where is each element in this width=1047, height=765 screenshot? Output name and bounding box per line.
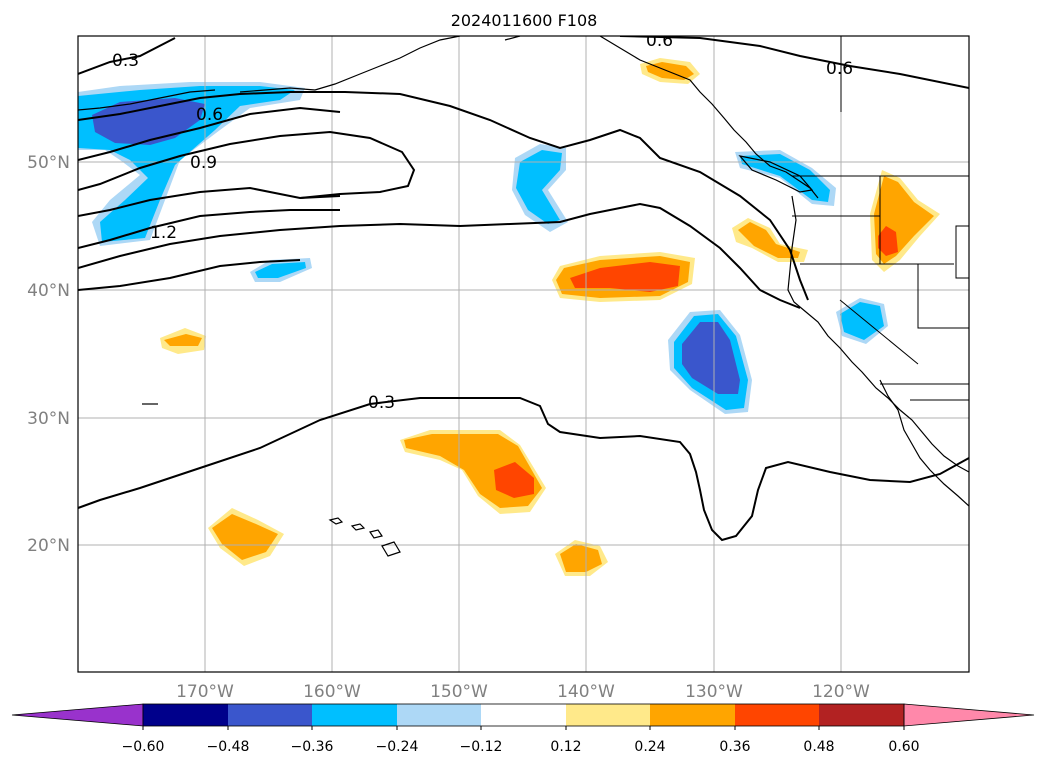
shaded-anomalies — [78, 58, 940, 576]
anomaly-orange-36n-core — [164, 334, 202, 346]
colorbar-tick-label: −0.48 — [207, 739, 250, 755]
colorbar-segment — [735, 704, 819, 726]
colorbar-segment — [650, 704, 735, 726]
colorbar: −0.60 −0.48 −0.36 −0.24 −0.12 0.12 0.24 … — [11, 703, 1035, 755]
colorbar-tick-label: −0.60 — [122, 739, 165, 755]
anomaly-red-41n — [570, 262, 680, 292]
contour-label: 0.9 — [190, 153, 217, 173]
anomaly-cyan-mid-core — [516, 150, 562, 224]
colorbar-segment — [481, 704, 566, 726]
contour-label: 0.6 — [196, 105, 223, 125]
anomaly-cyan-nv-core — [840, 302, 884, 340]
anomaly-red-id — [878, 226, 898, 256]
contour-label: 0.3 — [368, 393, 395, 413]
colorbar-segment — [228, 704, 312, 726]
contours — [78, 36, 969, 542]
lat-labels: 50°N 40°N 30°N 20°N — [27, 153, 70, 556]
anomaly-red-26n — [494, 462, 534, 498]
anomaly-orange-bc-core — [646, 62, 694, 80]
colorbar-tick-label: −0.36 — [291, 739, 334, 755]
colorbar-ticks: −0.60 −0.48 −0.36 −0.24 −0.12 0.12 0.24 … — [122, 739, 920, 755]
colorbar-tick-label: 0.12 — [550, 739, 581, 755]
contour-labels: 0.3 0.6 0.6 0.9 1.2 0.3 0.6 — [112, 31, 853, 413]
colorbar-segment — [143, 704, 228, 726]
colorbar-segment — [566, 704, 650, 726]
colorbar-segment — [312, 704, 397, 726]
lat-label: 50°N — [27, 153, 70, 173]
colorbar-tick-label: −0.12 — [460, 739, 503, 755]
lon-label: 130°W — [685, 682, 743, 702]
lon-label: 160°W — [303, 682, 361, 702]
anomaly-orange-or-core — [738, 222, 800, 258]
anomaly-orange-20n-w-core — [212, 514, 278, 560]
map-area: 0.3 0.6 0.6 0.9 1.2 0.3 0.6 — [78, 31, 969, 672]
lon-labels: 170°W 160°W 150°W 140°W 130°W 120°W — [176, 682, 870, 702]
lat-label: 20°N — [27, 536, 70, 556]
anomaly-blue-ca-core — [682, 322, 740, 394]
lon-label: 140°W — [557, 682, 615, 702]
colorbar-tick-label: 0.48 — [803, 739, 834, 755]
colorbar-tick-label: 0.60 — [888, 739, 919, 755]
lat-label: 30°N — [27, 409, 70, 429]
contour-label: 0.6 — [826, 59, 853, 79]
contour-label: 1.2 — [150, 223, 177, 243]
colorbar-extend-min — [11, 703, 144, 727]
lon-label: 170°W — [176, 682, 234, 702]
borders — [792, 36, 969, 401]
map-frame — [77, 35, 970, 673]
anomaly-cyan-small-core — [255, 262, 306, 278]
colorbar-frame — [142, 703, 905, 727]
colorbar-segment — [397, 704, 481, 726]
anomaly-cyan-wa-core — [740, 154, 830, 202]
anomaly-orange-19n-core — [560, 544, 602, 572]
colorbar-segment — [819, 704, 904, 726]
colorbar-tick-label: 0.24 — [634, 739, 665, 755]
contour-label: 0.6 — [646, 31, 673, 51]
colorbar-tick-label: −0.24 — [376, 739, 419, 755]
colorbar-segments — [11, 703, 1035, 730]
colorbar-tick-label: 0.36 — [719, 739, 750, 755]
contour-label: 0.3 — [112, 51, 139, 71]
lon-label: 150°W — [430, 682, 488, 702]
lon-label: 120°W — [812, 682, 870, 702]
colorbar-extend-max — [903, 703, 1035, 727]
lat-label: 40°N — [27, 281, 70, 301]
map-title: 2024011600 F108 — [451, 11, 598, 30]
